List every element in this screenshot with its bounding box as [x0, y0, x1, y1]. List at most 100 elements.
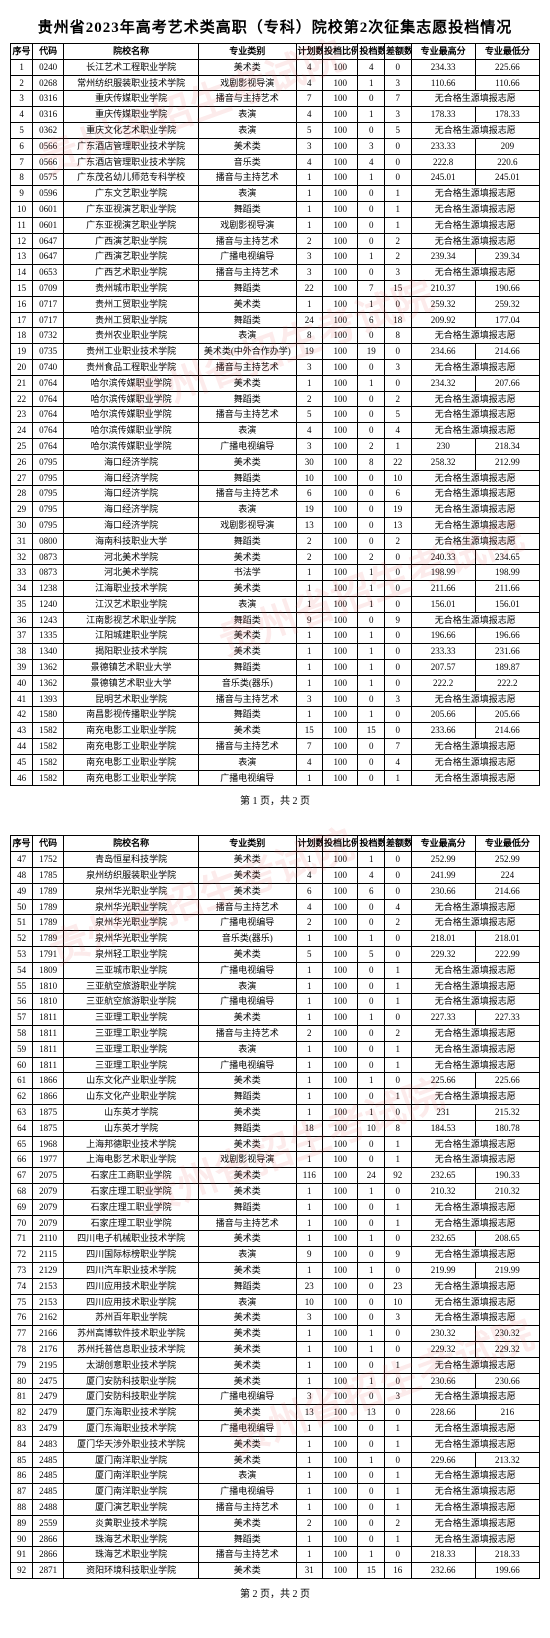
table-row: 792195太湖创意职业技术学院美术类110001无合格生源填报志愿 [11, 1357, 540, 1373]
cell: 25 [11, 438, 33, 454]
cell: 重庆传媒职业学院 [64, 107, 199, 123]
cell: 0 [385, 138, 412, 154]
table-row: 872485厦门南洋职业学院广播电视编导110001无合格生源填报志愿 [11, 1484, 540, 1500]
table-row: 381340揭阳职业技术学院美术类110010233.33231.66 [11, 644, 540, 660]
cell: 三亚理工职业学院 [64, 1041, 199, 1057]
cell: 44 [11, 739, 33, 755]
cell: 1875 [33, 1105, 64, 1121]
cell: 233.33 [411, 138, 475, 154]
cell-merged: 无合格生源填报志愿 [411, 899, 539, 915]
cell: 0709 [33, 280, 64, 296]
cell: 3 [358, 138, 385, 154]
cell: 18 [11, 328, 33, 344]
cell: 江海职业技术学院 [64, 581, 199, 597]
cell: 62 [11, 1089, 33, 1105]
cell: 0 [385, 1405, 412, 1421]
table-row: 912866珠海艺术职业学院播音与主持艺术110010218.33218.33 [11, 1547, 540, 1563]
cell: 2 [385, 915, 412, 931]
cell: 156.01 [411, 596, 475, 612]
cell: 0764 [33, 438, 64, 454]
cell: 1393 [33, 691, 64, 707]
cell: 228.66 [411, 1405, 475, 1421]
cell: 山东文化产业职业学院 [64, 1089, 199, 1105]
cell: 189.87 [475, 660, 539, 676]
cell: 100 [323, 1010, 358, 1026]
cell: 0735 [33, 344, 64, 360]
th-school: 院校名称 [64, 44, 199, 60]
cell: 0268 [33, 75, 64, 91]
table-row: 782176苏州托普信息职业技术学院美术类110010229.32229.32 [11, 1341, 540, 1357]
cell: 100 [323, 739, 358, 755]
cell: 厦门东海职业技术学院 [64, 1420, 199, 1436]
cell: 42 [11, 707, 33, 723]
cell: 石家庄理工职业学院 [64, 1199, 199, 1215]
cell: 208.65 [475, 1231, 539, 1247]
cell: 225.66 [475, 59, 539, 75]
cell-merged: 无合格生源填报志愿 [411, 739, 539, 755]
cell: 67 [11, 1168, 33, 1184]
th-seq: 序号 [11, 836, 33, 852]
cell: 长江艺术工程职业学院 [64, 59, 199, 75]
cell: 0566 [33, 154, 64, 170]
cell: 1362 [33, 675, 64, 691]
cell: 22 [11, 391, 33, 407]
cell: 84 [11, 1436, 33, 1452]
cell: 2176 [33, 1341, 64, 1357]
table-row: 892559炎黄职业技术学院美术类210002无合格生源填报志愿 [11, 1515, 540, 1531]
cell: 216 [475, 1405, 539, 1421]
cell: 61 [11, 1073, 33, 1089]
cell: 美术类 [199, 628, 296, 644]
table-row: 130647广西演艺职业学院广播电视编导310012239.34239.34 [11, 249, 540, 265]
cell: 76 [11, 1310, 33, 1326]
table-row: 341238江海职业技术学院美术类110010211.66211.66 [11, 581, 540, 597]
cell: 资阳环境科技职业学院 [64, 1563, 199, 1579]
cell: 1 [358, 1262, 385, 1278]
cell: 书法学 [199, 565, 296, 581]
cell: 15 [11, 280, 33, 296]
table-row: 20268常州纺织服装职业技术学院戏剧影视导演410013110.66110.6… [11, 75, 540, 91]
cell: 91 [11, 1547, 33, 1563]
table-row: 80575广东茂名幼儿师范专科学校播音与主持艺术110010245.01245.… [11, 170, 540, 186]
cell-merged: 无合格生源填报志愿 [411, 502, 539, 518]
table-row: 90596广东文艺职业学院表演110001无合格生源填报志愿 [11, 186, 540, 202]
cell: 0764 [33, 407, 64, 423]
cell: 0 [358, 486, 385, 502]
cell: 1811 [33, 1041, 64, 1057]
cell: 64 [11, 1120, 33, 1136]
cell: 戏剧影视导演 [199, 75, 296, 91]
cell: 90 [11, 1531, 33, 1547]
th-max: 专业最高分 [411, 44, 475, 60]
table-row: 601811三亚理工职业学院广播电视编导110001无合格生源填报志愿 [11, 1057, 540, 1073]
table-row: 481785泉州纺织服装职业学院美术类410040241.99224 [11, 868, 540, 884]
cell: 1 [358, 660, 385, 676]
cell: 57 [11, 1010, 33, 1026]
cell: 100 [323, 107, 358, 123]
cell-merged: 无合格生源填报志愿 [411, 423, 539, 439]
cell: 哈尔滨传媒职业学院 [64, 407, 199, 423]
cell: 43 [11, 723, 33, 739]
cell: 227.33 [411, 1010, 475, 1026]
table-row: 551810三亚航空旅游职业学院表演110001无合格生源填报志愿 [11, 978, 540, 994]
cell: 233.33 [411, 644, 475, 660]
cell: 0 [358, 265, 385, 281]
cell-merged: 无合格生源填报志愿 [411, 91, 539, 107]
cell: 100 [323, 1547, 358, 1563]
cell: 1 [296, 581, 323, 597]
cell-merged: 无合格生源填报志愿 [411, 1468, 539, 1484]
cell: 100 [323, 962, 358, 978]
cell: 山东英才学院 [64, 1105, 199, 1121]
cell: 海南科技职业大学 [64, 533, 199, 549]
cell: 218.01 [475, 931, 539, 947]
cell: 广东亚视演艺职业学院 [64, 201, 199, 217]
cell-merged: 无合格生源填报志愿 [411, 186, 539, 202]
cell: 110.66 [475, 75, 539, 91]
cell: 表演 [199, 1247, 296, 1263]
cell: 10 [11, 201, 33, 217]
table-row: 561810三亚航空旅游职业学院广播电视编导110001无合格生源填报志愿 [11, 994, 540, 1010]
cell-merged: 无合格生源填报志愿 [411, 1531, 539, 1547]
cell: 1 [358, 1073, 385, 1089]
cell: 6 [296, 486, 323, 502]
cell: 100 [323, 1089, 358, 1105]
cell: 19 [296, 344, 323, 360]
cell: 美术类 [199, 581, 296, 597]
